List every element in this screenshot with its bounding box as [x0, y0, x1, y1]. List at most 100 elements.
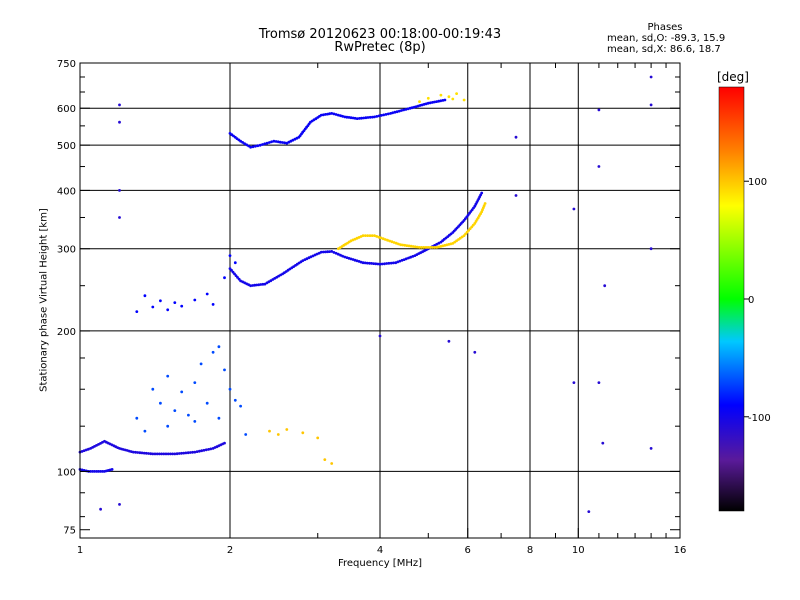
data-point — [89, 470, 92, 473]
data-point — [322, 113, 325, 117]
data-point — [409, 255, 412, 259]
data-point — [385, 262, 389, 265]
data-point — [373, 115, 376, 119]
data-point — [409, 244, 413, 248]
data-point — [386, 238, 389, 242]
series-e-layer-trace — [78, 468, 114, 473]
data-point — [217, 345, 221, 349]
data-point — [184, 451, 188, 455]
data-point — [233, 398, 237, 402]
data-point — [244, 433, 248, 436]
data-point — [380, 262, 384, 266]
phases-x-stats: mean, sd,X: 86.6, 18.7 — [607, 44, 721, 55]
data-point — [118, 216, 121, 219]
series-lower-trace — [78, 439, 226, 456]
data-point — [443, 98, 447, 102]
data-point — [374, 262, 378, 266]
data-point — [362, 116, 366, 120]
data-point — [431, 246, 434, 249]
data-point — [319, 113, 323, 117]
data-point — [343, 255, 347, 259]
data-point — [391, 111, 395, 115]
data-point — [429, 101, 432, 105]
data-point — [276, 433, 280, 436]
data-point — [375, 235, 379, 238]
data-point — [160, 452, 164, 456]
data-point — [118, 103, 121, 107]
data-point — [193, 420, 197, 423]
data-point — [439, 93, 443, 97]
data-point — [155, 452, 159, 456]
data-point — [649, 75, 653, 79]
data-point — [388, 239, 392, 243]
data-point — [316, 436, 320, 440]
x-tick-label: 10 — [572, 545, 585, 556]
data-point — [173, 409, 177, 412]
data-point — [223, 441, 226, 445]
data-point — [464, 232, 467, 236]
data-point — [387, 261, 391, 265]
data-point — [395, 110, 399, 114]
data-point — [473, 350, 477, 354]
data-point — [389, 261, 393, 265]
chart-subtitle: RwPretec (8p) — [334, 40, 426, 55]
data-point — [189, 451, 192, 454]
data-point — [180, 390, 184, 394]
data-point — [572, 381, 576, 384]
data-point — [435, 100, 438, 103]
data-point — [228, 387, 232, 391]
data-point — [377, 235, 381, 239]
data-point — [339, 114, 342, 118]
series-spread-f-cluster — [135, 254, 237, 313]
data-point — [364, 116, 368, 120]
data-point — [164, 452, 168, 456]
series-isolated-points — [99, 75, 653, 513]
data-point — [204, 448, 208, 452]
data-point — [368, 234, 372, 238]
data-point — [166, 308, 170, 312]
data-point — [451, 97, 455, 101]
data-point — [334, 113, 338, 116]
data-point — [305, 257, 309, 261]
data-point — [255, 283, 259, 287]
data-point — [336, 113, 340, 117]
data-point — [514, 135, 518, 139]
data-point — [99, 507, 102, 511]
colorbar — [718, 86, 745, 512]
data-point — [193, 381, 197, 384]
data-point — [390, 240, 394, 244]
data-point — [386, 112, 390, 116]
data-point — [330, 250, 334, 253]
data-point — [311, 254, 315, 258]
data-point — [301, 259, 305, 262]
data-point — [217, 416, 221, 420]
data-point — [283, 141, 286, 145]
data-point — [200, 449, 204, 453]
data-point — [413, 245, 417, 249]
data-point — [435, 242, 439, 246]
data-point — [382, 113, 386, 117]
data-point — [132, 450, 135, 454]
axis-ticks: 1 2 4 6 8 10 16 75 100 200 300 400 500 600 750 — [57, 59, 686, 556]
data-point — [276, 140, 280, 144]
data-point — [402, 258, 406, 261]
data-point — [110, 468, 114, 471]
x-tick-label: 1 — [77, 545, 83, 556]
data-point — [143, 429, 147, 433]
data-point — [392, 261, 395, 265]
data-point — [428, 246, 432, 249]
data-point — [349, 116, 353, 120]
data-point — [324, 250, 327, 254]
data-point — [334, 251, 338, 255]
data-point — [364, 234, 367, 238]
data-point — [187, 413, 190, 417]
x-tick-label: 6 — [465, 545, 471, 556]
data-point — [291, 138, 295, 142]
data-point — [309, 255, 313, 259]
data-point — [80, 450, 84, 453]
series-x-mode-f-trace — [337, 202, 487, 251]
data-point — [193, 298, 197, 302]
data-point — [410, 106, 414, 110]
data-point — [447, 95, 451, 99]
